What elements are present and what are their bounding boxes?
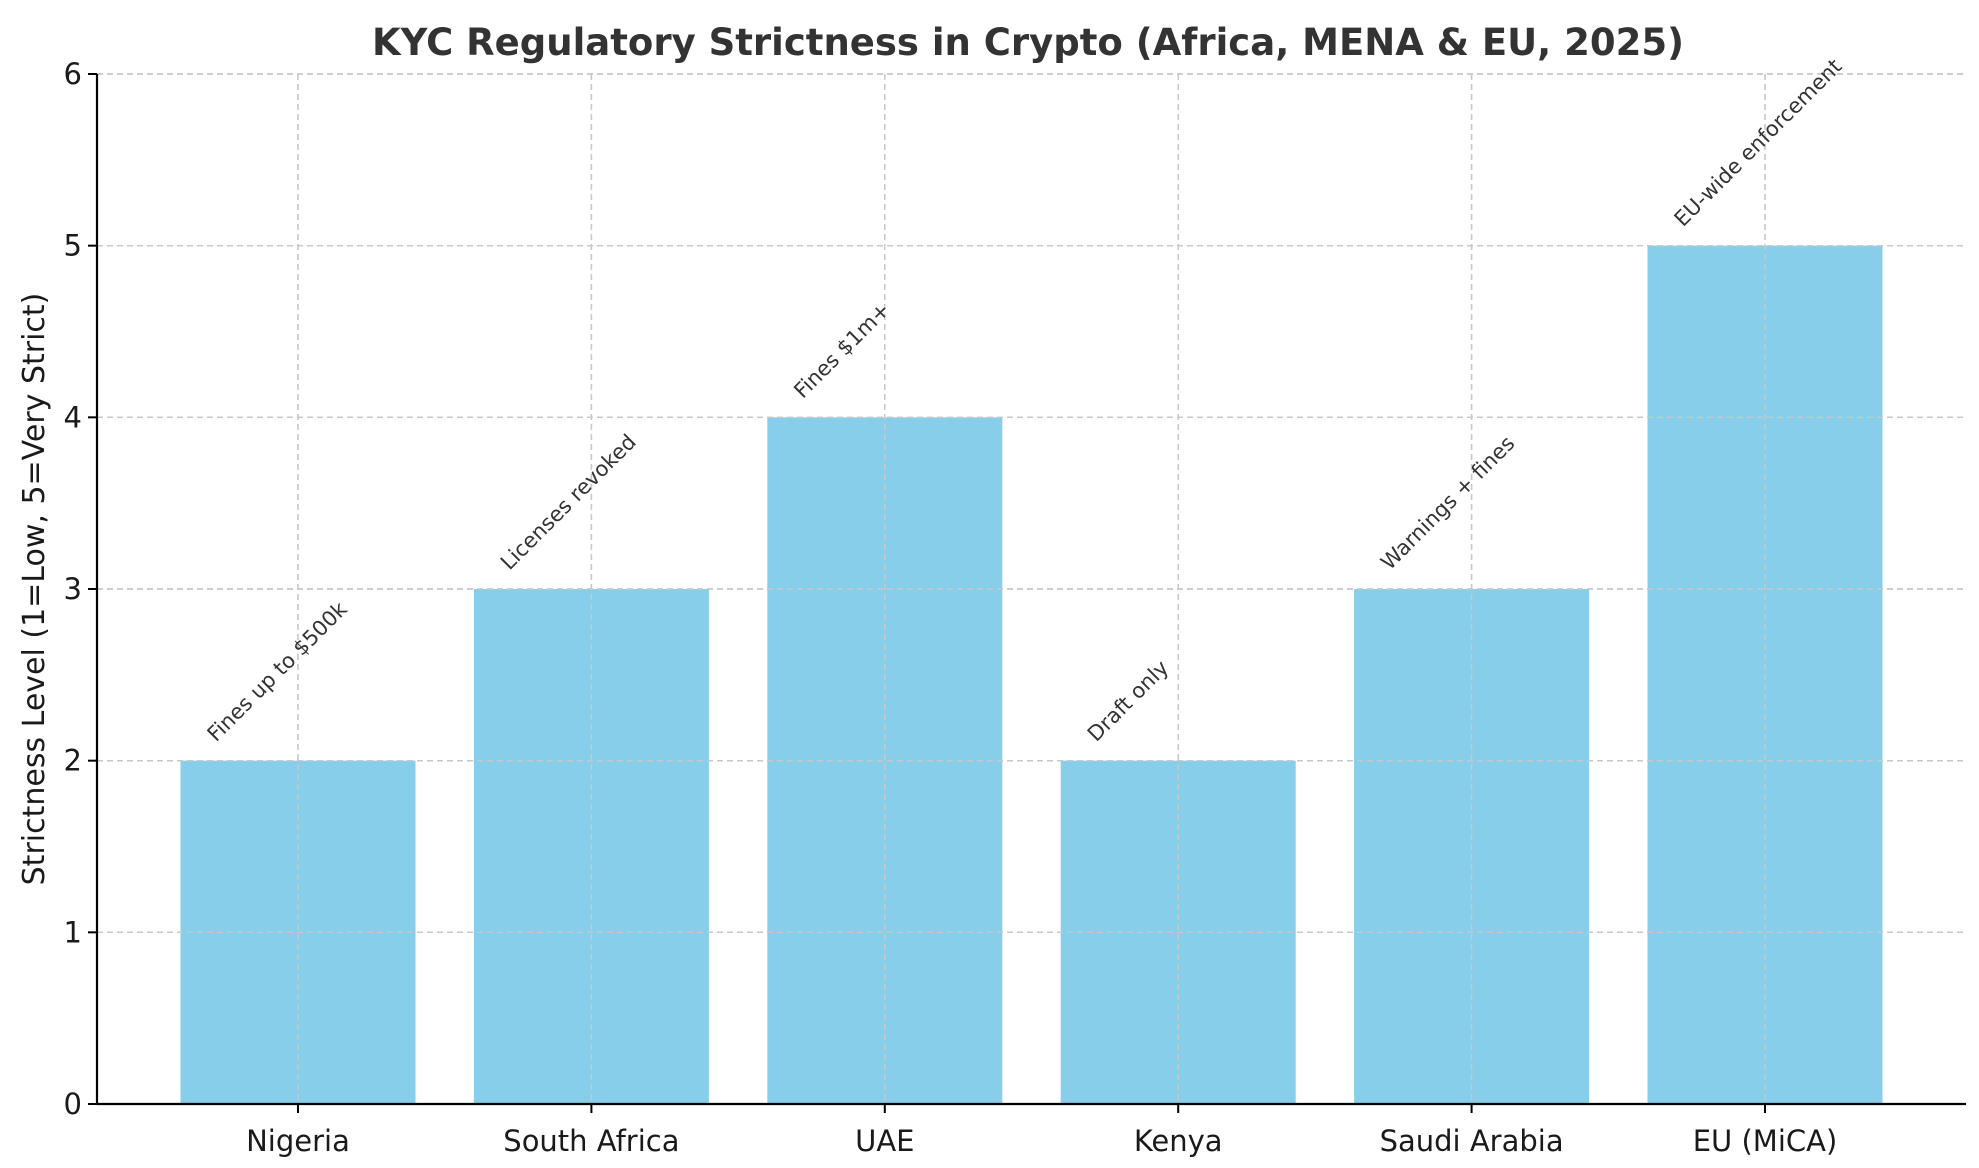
- x-tick-label: UAE: [855, 1124, 914, 1158]
- y-tick-label: 3: [64, 572, 82, 606]
- y-axis-label: Strictness Level (1=Low, 5=Very Strict): [17, 293, 52, 886]
- y-tick-label: 4: [64, 400, 82, 434]
- bar-annotation: Fines up to $500k: [203, 596, 353, 746]
- bar-annotation: EU-wide enforcement: [1670, 54, 1847, 231]
- x-tick-label: EU (MiCA): [1693, 1124, 1838, 1158]
- y-tick-label: 5: [64, 229, 82, 263]
- bar-annotation: Fines $1m+: [789, 297, 894, 402]
- y-tick-label: 1: [64, 915, 82, 949]
- x-tick-label: Kenya: [1134, 1124, 1223, 1158]
- bar-annotation: Warnings + fines: [1376, 431, 1519, 574]
- chart-title: KYC Regulatory Strictness in Crypto (Afr…: [372, 21, 1684, 64]
- bar-annotation: Licenses revoked: [496, 430, 641, 575]
- axes: [88, 73, 1966, 1113]
- y-tick-label: 6: [64, 57, 82, 91]
- x-tick-label: Nigeria: [246, 1124, 350, 1158]
- bars: [97, 73, 1966, 1105]
- bar-annotation: Draft only: [1083, 656, 1174, 747]
- x-tick-label: Saudi Arabia: [1380, 1124, 1564, 1158]
- y-tick-label: 0: [64, 1087, 82, 1121]
- y-tick-label: 2: [64, 744, 82, 778]
- x-tick-label: South Africa: [503, 1124, 679, 1158]
